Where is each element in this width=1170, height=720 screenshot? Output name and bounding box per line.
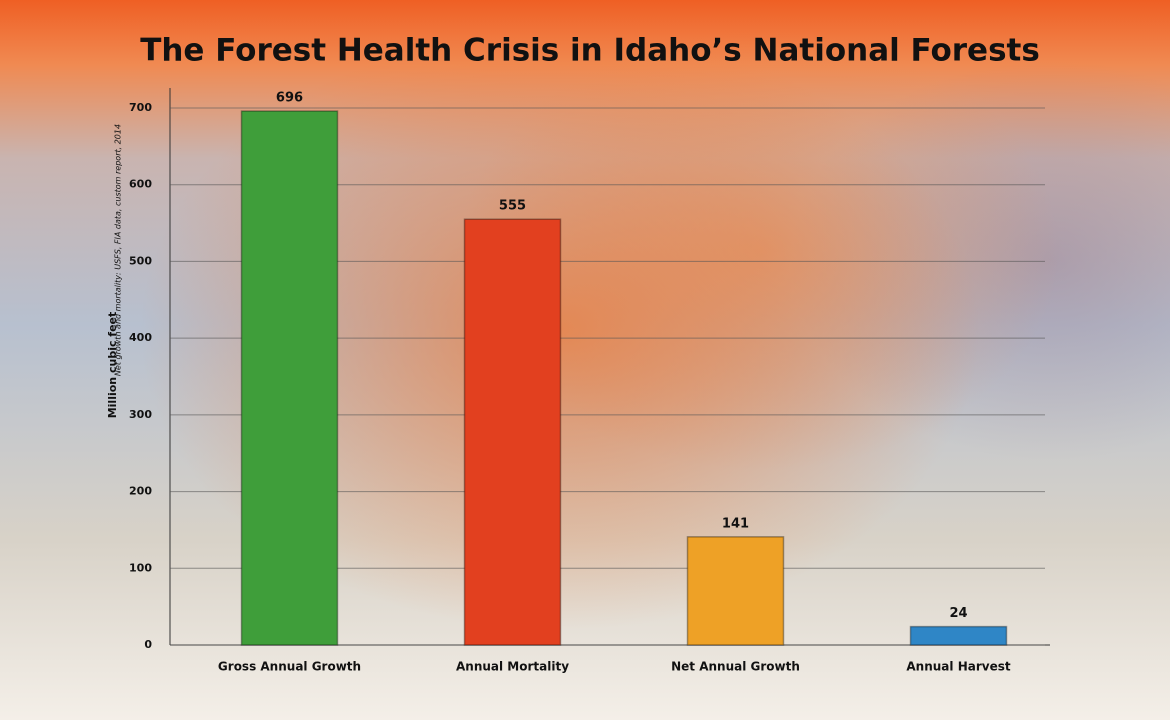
y-tick-label: 700 bbox=[129, 101, 152, 114]
x-tick-label: Annual Mortality bbox=[456, 660, 569, 674]
value-label: 141 bbox=[722, 516, 749, 531]
y-tick-label: 300 bbox=[129, 408, 152, 421]
bar bbox=[240, 110, 339, 646]
source-note: Net growth and mortality: USFS, FIA data… bbox=[114, 124, 123, 376]
x-tick-label: Gross Annual Growth bbox=[218, 660, 361, 674]
bar bbox=[909, 625, 1008, 646]
y-tick-label: 600 bbox=[129, 178, 152, 191]
value-label: 696 bbox=[276, 91, 303, 106]
y-tick-label: 200 bbox=[129, 485, 152, 498]
y-tick-label: 500 bbox=[129, 254, 152, 267]
bar bbox=[686, 536, 785, 646]
y-tick-label: 100 bbox=[129, 561, 152, 574]
y-tick-label: 400 bbox=[129, 331, 152, 344]
y-axis-label: Million cubic feet bbox=[106, 312, 119, 419]
x-tick-label: Net Annual Growth bbox=[671, 660, 800, 674]
value-label: 555 bbox=[499, 199, 526, 214]
y-tick-label: 0 bbox=[144, 638, 152, 651]
chart-title: The Forest Health Crisis in Idaho’s Nati… bbox=[140, 33, 1040, 69]
x-tick-label: Annual Harvest bbox=[906, 660, 1010, 674]
value-label: 24 bbox=[949, 606, 967, 621]
bar bbox=[463, 218, 562, 646]
